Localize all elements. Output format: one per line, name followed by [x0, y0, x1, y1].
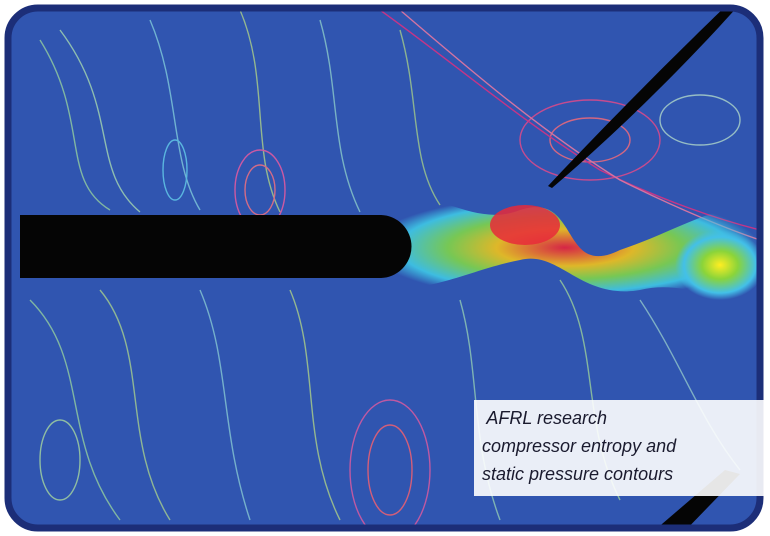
vortex: [490, 205, 560, 245]
caption-line: compressor entropy and: [482, 436, 677, 456]
vortex: [675, 230, 765, 300]
plate: [20, 215, 412, 278]
page: AFRL research compressor entropy and stati…: [0, 0, 770, 536]
caption-line: static pressure contours: [482, 464, 673, 484]
figure: AFRL research compressor entropy and stati…: [0, 0, 770, 536]
caption-line: AFRL research: [482, 408, 607, 428]
